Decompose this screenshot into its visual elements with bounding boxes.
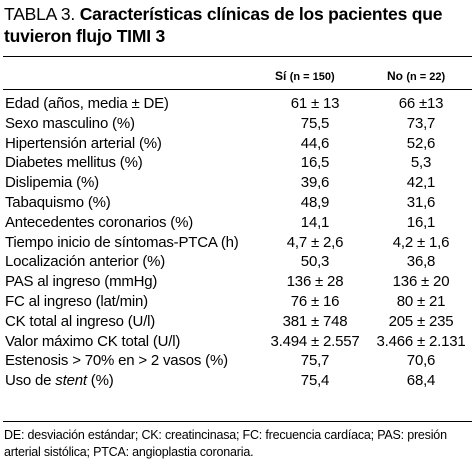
column-header-no-n: (n = 22) [406, 71, 446, 83]
row-label: Localización anterior (%) [5, 253, 166, 271]
table-row: CK total al ingreso (U/l) 381 ± 748 205 … [3, 312, 472, 332]
value-no: 205 ± 235 [388, 312, 454, 330]
row-label: Diabetes mellitus (%) [5, 154, 143, 172]
value-si: 75,7 [300, 352, 330, 370]
value-no: 31,6 [406, 193, 436, 211]
table-row: Tabaquismo (%) 48,9 31,6 [3, 193, 472, 213]
value-no: 5,3 [410, 154, 432, 172]
row-label: PAS al ingreso (mmHg) [5, 273, 158, 291]
table-row: Sexo masculino (%) 75,5 73,7 [3, 114, 472, 134]
row-label: Sexo masculino (%) [5, 114, 135, 132]
row-label: Tabaquismo (%) [5, 193, 111, 211]
row-label: CK total al ingreso (U/l) [5, 312, 156, 330]
row-label-pre: Uso de [5, 372, 56, 390]
table-title: TABLA 3. Características clínicas de los… [4, 3, 472, 47]
row-label: Antecedentes coronarios (%) [5, 213, 194, 231]
value-si: 61 ± 13 [290, 95, 340, 112]
value-si: 76 ± 16 [290, 292, 340, 310]
row-label-italic: stent [55, 372, 87, 390]
value-si: 16,5 [300, 154, 330, 172]
value-si: 14,1 [300, 213, 330, 231]
table-row: Valor máximo CK total (U/l) 3.494 ± 2.55… [3, 332, 472, 352]
footnote: DE: desviación estándar; CK: creatincina… [4, 428, 447, 459]
value-si: 44,6 [300, 134, 330, 152]
value-si: 48,9 [300, 193, 330, 211]
value-no: 73,7 [406, 114, 436, 132]
bottom-rule [3, 421, 472, 422]
table-number: TABLA 3. [4, 4, 76, 24]
table-row: Edad (años, media ± DE) 61 ± 13 66 ±13 [3, 94, 472, 114]
column-header-si-n: (n = 150) [289, 71, 335, 83]
data-table: Edad (años, media ± DE) 61 ± 13 66 ±13 S… [3, 94, 472, 391]
value-no: 16,1 [406, 213, 436, 231]
row-label: FC al ingreso (lat/min) [5, 292, 148, 310]
value-si: 136 ± 28 [286, 273, 344, 291]
value-no: 66 ±13 [398, 95, 444, 112]
value-no: 36,8 [406, 253, 436, 271]
table-row: Antecedentes coronarios (%) 14,1 16,1 [3, 213, 472, 233]
top-rule [3, 56, 472, 57]
table-row: Localización anterior (%) 50,3 36,8 [3, 252, 472, 272]
value-no: 136 ± 20 [392, 273, 450, 291]
table-row: Estenosis > 70% en > 2 vasos (%) 75,7 70… [3, 351, 472, 371]
row-label: Edad (años, media ± DE) [5, 95, 169, 112]
row-label: Dislipemia (%) [5, 174, 99, 192]
row-label: Tiempo inicio de síntomas-PTCA (h) [5, 233, 239, 251]
column-header-no-label: No [387, 69, 403, 83]
column-header-si-label: Sí [275, 69, 287, 83]
value-si: 50,3 [300, 253, 330, 271]
table-row: Tiempo inicio de síntomas-PTCA (h) 4,7 ±… [3, 233, 472, 253]
value-si: 3.494 ± 2.557 [270, 332, 360, 350]
value-si: 39,6 [300, 174, 330, 192]
row-label: Hipertensión arterial (%) [5, 134, 162, 152]
value-si: 381 ± 748 [282, 312, 348, 330]
table-row: PAS al ingreso (mmHg) 136 ± 28 136 ± 20 [3, 272, 472, 292]
value-si: 4,7 ± 2,6 [286, 233, 344, 251]
value-si: 75,5 [300, 114, 330, 132]
table-row: Diabetes mellitus (%) 16,5 5,3 [3, 153, 472, 173]
value-no: 4,2 ± 1,6 [392, 233, 450, 251]
value-no: 80 ± 21 [396, 292, 446, 310]
value-no: 70,6 [406, 352, 436, 370]
table-row: FC al ingreso (lat/min) 76 ± 16 80 ± 21 [3, 292, 472, 312]
value-no: 3.466 ± 2.131 [376, 332, 466, 350]
row-label: Estenosis > 70% en > 2 vasos (%) [5, 352, 228, 370]
value-no: 42,1 [406, 174, 436, 192]
row-label: Valor máximo CK total (U/l) [5, 332, 181, 350]
value-no: 52,6 [406, 134, 436, 152]
value-no: 68,4 [406, 372, 436, 390]
column-header-no: No (n = 22) [387, 69, 445, 83]
table-row: Dislipemia (%) 39,6 42,1 [3, 173, 472, 193]
row-label-post: (%) [86, 372, 114, 390]
header-rule [3, 89, 472, 90]
table-row: Hipertensión arterial (%) 44,6 52,6 [3, 134, 472, 154]
row-label: Uso de stent (%) [3, 371, 260, 391]
value-si: 75,4 [300, 372, 330, 390]
table-caption: Características clínicas de los paciente… [4, 4, 443, 46]
column-header-si: Sí (n = 150) [275, 69, 335, 83]
table-row: Uso de stent (%) 75,4 68,4 [3, 371, 472, 391]
